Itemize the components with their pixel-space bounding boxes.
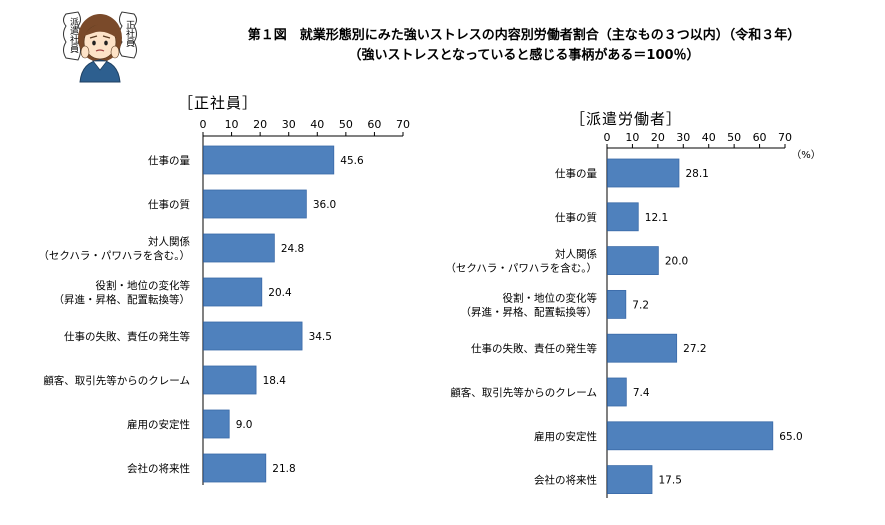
category-label: 雇用の安定性 (127, 418, 190, 431)
category-label: 会社の将来性 (127, 462, 190, 475)
category-label: （セクハラ・パワハラを含む。） (38, 249, 190, 262)
bar (607, 421, 774, 451)
mascot-mouth (95, 49, 105, 52)
data-label: 36.0 (313, 199, 336, 211)
category-label: （昇進・昇格、配置転換等） (54, 293, 191, 306)
x-tick-label: 60 (753, 131, 767, 144)
bar (203, 321, 303, 351)
category-label: 顧客、取引先等からのクレーム (450, 386, 597, 399)
mascot-right-tag (119, 11, 137, 59)
x-tick-label: 40 (310, 118, 324, 131)
x-tick-label: 60 (367, 118, 381, 131)
x-tick-label: 20 (253, 118, 267, 131)
mascot-left-tag (63, 11, 81, 61)
figure-subtitle: （強いストレスとなっていると感じる事柄がある＝100％） (348, 48, 700, 63)
bar (607, 289, 627, 319)
bar (203, 145, 335, 175)
category-label: 仕事の質 (555, 211, 597, 224)
bar (203, 453, 267, 483)
figure-title: 第１図 就業形態別にみた強いストレスの内容別労働者割合（主なもの３つ以内）（令和… (247, 28, 801, 43)
mascot-body (79, 59, 121, 83)
bar (203, 277, 263, 307)
mascot-collar (92, 60, 108, 71)
x-tick-label: 30 (282, 118, 296, 131)
category-label: 顧客、取引先等からのクレーム (43, 374, 190, 387)
x-tick-label: 50 (339, 118, 353, 131)
bar (607, 202, 639, 232)
x-tick-label: 0 (200, 118, 207, 131)
category-label: 仕事の量 (148, 154, 190, 167)
data-label: 20.0 (665, 256, 688, 268)
mascot-eye-left (92, 40, 96, 46)
category-label: 仕事の失敗、責任の発生等 (64, 330, 190, 343)
data-label: 18.4 (263, 375, 287, 387)
bar (607, 377, 627, 407)
x-tick-label: 70 (396, 118, 410, 131)
data-label: 28.1 (685, 168, 708, 180)
data-label: 65.0 (779, 431, 802, 443)
chart-right-title: ［派遣労働者］ (570, 110, 683, 128)
data-label: 20.4 (268, 287, 292, 299)
x-tick-label: 40 (702, 131, 716, 144)
mascot-bangs (84, 23, 117, 38)
mascot-brows (89, 35, 111, 39)
data-label: 7.2 (632, 299, 649, 311)
x-tick-label: 70 (778, 131, 792, 144)
mascot-hand-right (110, 45, 120, 59)
data-label: 27.2 (683, 343, 706, 355)
unit-label: （%） (791, 149, 821, 161)
category-label: 対人関係 (555, 248, 597, 261)
x-tick-label: 30 (676, 131, 690, 144)
mascot-right-tag-text: 正社員 (124, 20, 134, 47)
bar (203, 409, 230, 439)
category-label: 役割・地位の変化等 (503, 291, 598, 304)
data-label: 21.8 (272, 463, 295, 475)
category-label: 会社の将来性 (534, 474, 597, 487)
category-label: 対人関係 (148, 235, 190, 248)
x-tick-label: 50 (727, 131, 741, 144)
category-label: 役割・地位の変化等 (96, 279, 191, 292)
mascot-left-tag-text: 派遣社員 (68, 17, 78, 53)
bar (607, 246, 659, 276)
x-tick-label: 10 (625, 131, 639, 144)
data-label: 9.0 (236, 419, 253, 431)
bar (607, 333, 678, 363)
data-label: 34.5 (309, 331, 332, 343)
bar (607, 465, 653, 495)
x-tick-label: 0 (604, 131, 611, 144)
x-tick-label: 20 (651, 131, 665, 144)
data-label: 45.6 (340, 155, 364, 167)
data-label: 24.8 (281, 243, 304, 255)
category-label: 仕事の質 (148, 198, 190, 211)
data-label: 12.1 (645, 212, 668, 224)
bar (203, 233, 275, 263)
bar (203, 189, 307, 219)
mascot-hand-left (80, 45, 90, 59)
data-label: 7.4 (633, 387, 650, 399)
category-label: 雇用の安定性 (534, 430, 597, 443)
chart-left-title: ［正社員］ (178, 94, 259, 112)
data-label: 17.5 (659, 475, 682, 487)
category-label: 仕事の失敗、責任の発生等 (471, 342, 597, 355)
bar (203, 365, 257, 395)
mascot-eye-right (104, 40, 108, 46)
category-label: （セクハラ・パワハラを含む。） (445, 262, 597, 275)
x-tick-label: 10 (225, 118, 239, 131)
bar (607, 158, 680, 188)
category-label: 仕事の量 (555, 167, 597, 180)
category-label: （昇進・昇格、配置転換等） (461, 305, 598, 318)
